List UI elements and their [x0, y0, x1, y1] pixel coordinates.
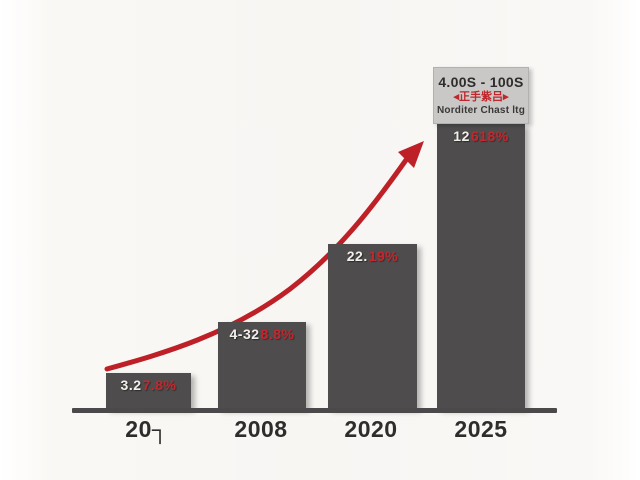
bar-2020: 22.19% — [328, 244, 417, 409]
bar-value-label: 12618% — [437, 128, 525, 144]
x-tick-label-2020: 2020 — [344, 416, 398, 442]
bar-value-white: 3.2 — [120, 377, 142, 393]
bar-2007: 3.27.8% — [106, 373, 191, 409]
bar-2008: 4-328.8% — [218, 322, 306, 409]
x-axis-line — [72, 408, 557, 413]
annotation-line-2: ◂正手紫吕▸ — [453, 91, 509, 104]
x-tick-label-2008: 2008 — [234, 416, 288, 442]
bar-value-red: 618% — [470, 128, 509, 144]
x-tick-label-2025: 2025 — [454, 416, 508, 442]
bar-value-red: 7.8% — [142, 377, 177, 393]
bar-value-label: 3.27.8% — [106, 377, 191, 393]
x-tick-label-2007: 20┐ — [125, 416, 169, 442]
bar-value-white: 12 — [453, 128, 470, 144]
bar-2025: 12618% — [437, 124, 525, 409]
bar-value-label: 4-328.8% — [218, 326, 306, 342]
annotation-line-3: Norditer Chast ltg — [436, 104, 526, 116]
growth-arrow-head-icon — [398, 141, 424, 168]
annotation-box: 4.00S - 100S ◂正手紫吕▸ Norditer Chast ltg — [433, 67, 529, 124]
bar-value-label: 22.19% — [328, 248, 417, 264]
annotation-line-1: 4.00S - 100S — [438, 73, 524, 90]
bar-value-red: 8.8% — [260, 326, 295, 342]
bar-value-white: 4-32 — [229, 326, 260, 342]
bar-value-white: 22. — [346, 248, 368, 264]
bar-value-red: 19% — [368, 248, 399, 264]
